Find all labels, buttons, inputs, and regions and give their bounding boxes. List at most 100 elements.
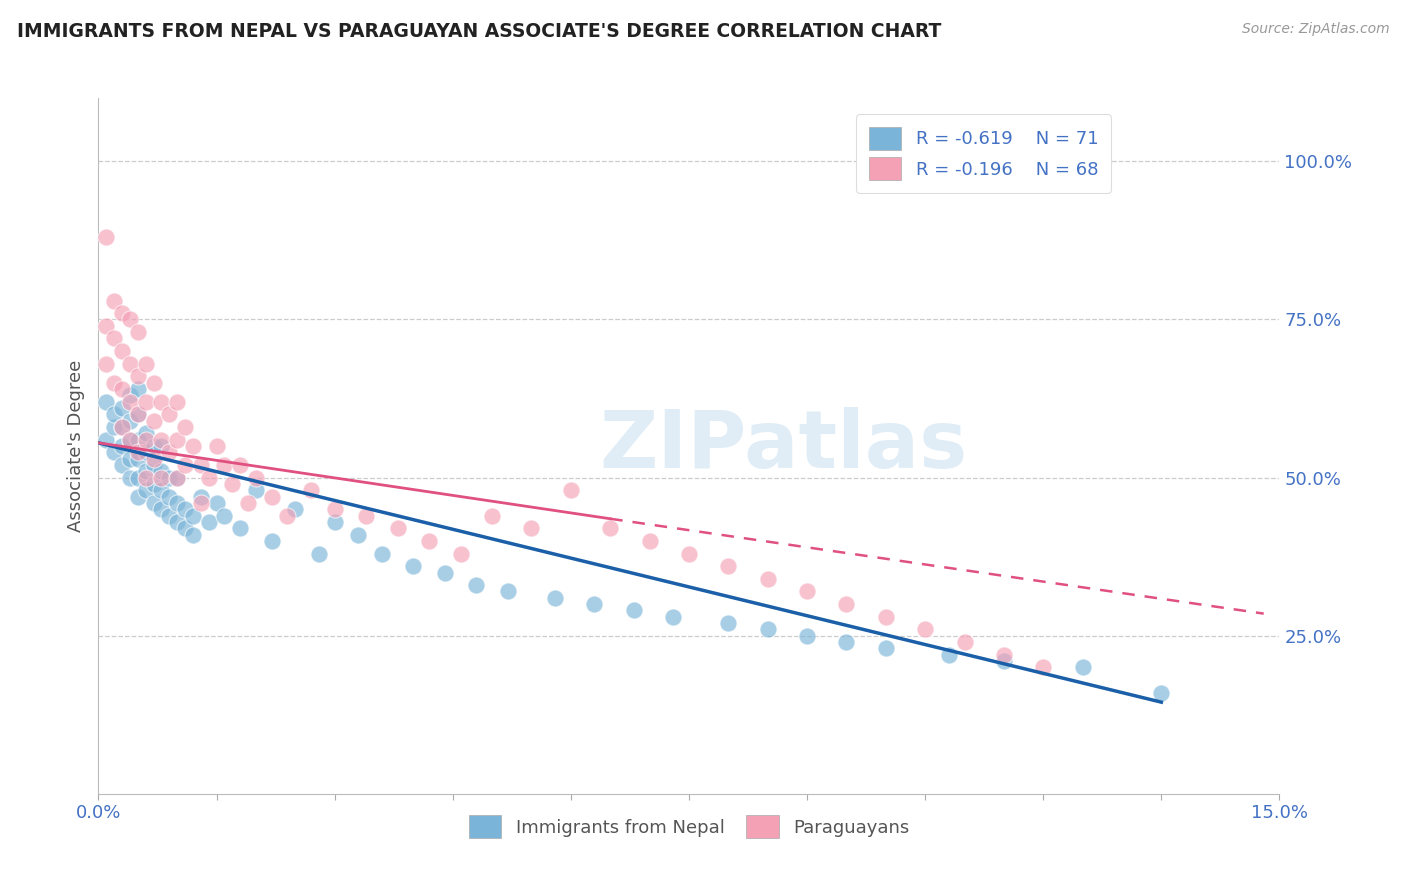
Point bbox=[583, 597, 606, 611]
Point bbox=[544, 591, 567, 605]
Point bbox=[214, 458, 236, 472]
Point bbox=[103, 293, 125, 308]
Point bbox=[623, 603, 645, 617]
Point bbox=[135, 445, 157, 459]
Point bbox=[127, 408, 149, 422]
Point bbox=[993, 648, 1015, 662]
Point bbox=[127, 325, 149, 339]
Point bbox=[638, 533, 661, 548]
Point bbox=[135, 394, 157, 409]
Point bbox=[127, 451, 149, 466]
Point bbox=[96, 318, 118, 333]
Point bbox=[197, 470, 219, 484]
Point bbox=[118, 312, 141, 326]
Point bbox=[197, 515, 219, 529]
Point bbox=[150, 483, 173, 498]
Legend: Immigrants from Nepal, Paraguayans: Immigrants from Nepal, Paraguayans bbox=[460, 806, 918, 847]
Point bbox=[150, 464, 173, 478]
Point bbox=[299, 483, 322, 498]
Point bbox=[118, 414, 141, 428]
Text: Source: ZipAtlas.com: Source: ZipAtlas.com bbox=[1241, 22, 1389, 37]
Point bbox=[166, 496, 188, 510]
Point bbox=[953, 635, 976, 649]
Point bbox=[96, 230, 118, 244]
Point bbox=[450, 547, 472, 561]
Point bbox=[118, 357, 141, 371]
Point bbox=[756, 623, 779, 637]
Point bbox=[835, 597, 858, 611]
Point bbox=[142, 376, 165, 390]
Point bbox=[260, 533, 283, 548]
Point bbox=[135, 426, 157, 441]
Point bbox=[118, 394, 141, 409]
Point bbox=[127, 382, 149, 396]
Point bbox=[127, 369, 149, 384]
Point bbox=[796, 629, 818, 643]
Point bbox=[142, 477, 165, 491]
Point bbox=[103, 376, 125, 390]
Point bbox=[166, 515, 188, 529]
Point bbox=[433, 566, 456, 580]
Point bbox=[323, 502, 346, 516]
Point bbox=[599, 521, 621, 535]
Point bbox=[150, 394, 173, 409]
Point bbox=[135, 357, 157, 371]
Point bbox=[520, 521, 543, 535]
Point bbox=[993, 654, 1015, 668]
Y-axis label: Associate's Degree: Associate's Degree bbox=[66, 359, 84, 533]
Point bbox=[127, 445, 149, 459]
Point bbox=[111, 420, 134, 434]
Point bbox=[560, 483, 582, 498]
Point bbox=[190, 496, 212, 510]
Point bbox=[236, 496, 259, 510]
Point bbox=[174, 420, 197, 434]
Point bbox=[1071, 660, 1094, 674]
Point bbox=[678, 547, 700, 561]
Point bbox=[465, 578, 488, 592]
Point bbox=[662, 609, 685, 624]
Point bbox=[323, 515, 346, 529]
Text: IMMIGRANTS FROM NEPAL VS PARAGUAYAN ASSOCIATE'S DEGREE CORRELATION CHART: IMMIGRANTS FROM NEPAL VS PARAGUAYAN ASSO… bbox=[17, 22, 941, 41]
Point bbox=[284, 502, 307, 516]
Point bbox=[205, 439, 228, 453]
Point bbox=[229, 521, 252, 535]
Point bbox=[150, 502, 173, 516]
Point bbox=[157, 470, 180, 484]
Point bbox=[205, 496, 228, 510]
Point bbox=[276, 508, 298, 523]
Text: ZIPatlas: ZIPatlas bbox=[599, 407, 967, 485]
Point bbox=[402, 559, 425, 574]
Point bbox=[127, 470, 149, 484]
Point bbox=[150, 433, 173, 447]
Point bbox=[142, 458, 165, 472]
Point bbox=[221, 477, 243, 491]
Point bbox=[938, 648, 960, 662]
Point bbox=[371, 547, 394, 561]
Point bbox=[166, 470, 188, 484]
Point bbox=[111, 344, 134, 359]
Point bbox=[174, 502, 197, 516]
Point bbox=[157, 508, 180, 523]
Point bbox=[387, 521, 409, 535]
Point bbox=[111, 458, 134, 472]
Point bbox=[103, 445, 125, 459]
Point bbox=[96, 394, 118, 409]
Point bbox=[914, 623, 936, 637]
Point bbox=[181, 508, 204, 523]
Point bbox=[142, 414, 165, 428]
Point bbox=[214, 508, 236, 523]
Point bbox=[229, 458, 252, 472]
Point bbox=[875, 641, 897, 656]
Point bbox=[111, 382, 134, 396]
Point bbox=[496, 584, 519, 599]
Point bbox=[717, 616, 740, 631]
Point bbox=[260, 490, 283, 504]
Point bbox=[118, 433, 141, 447]
Point bbox=[118, 451, 141, 466]
Point bbox=[103, 331, 125, 345]
Point bbox=[157, 408, 180, 422]
Point bbox=[103, 408, 125, 422]
Point bbox=[103, 420, 125, 434]
Point bbox=[756, 572, 779, 586]
Point bbox=[717, 559, 740, 574]
